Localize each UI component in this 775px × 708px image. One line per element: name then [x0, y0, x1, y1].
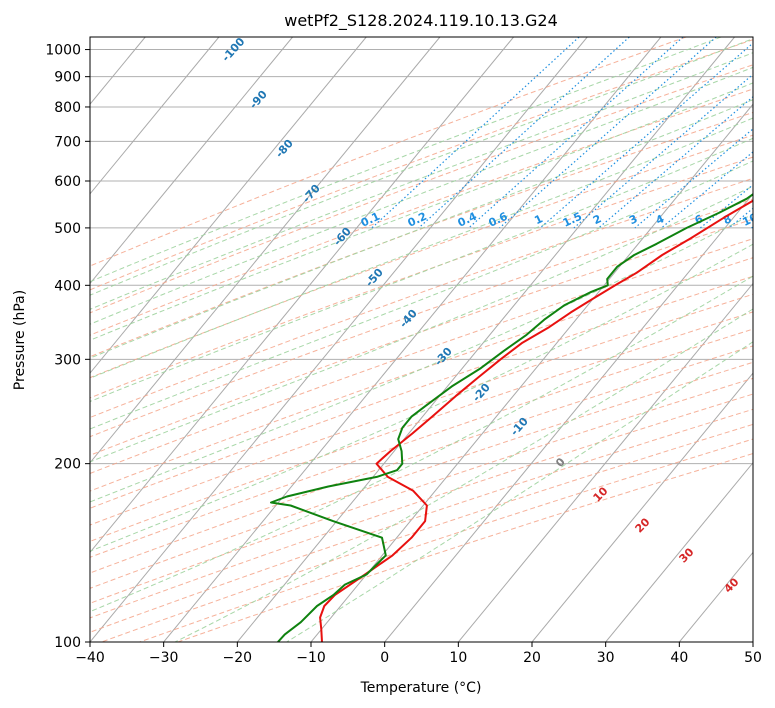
dry-adiabat-line: [90, 37, 687, 267]
skewed-isotherm-line: [90, 37, 367, 374]
x-tick-label: 0: [380, 650, 389, 666]
mixing-ratio-line: [539, 42, 753, 229]
dry-adiabat-line: [90, 345, 753, 574]
y-tick-label: 200: [54, 457, 81, 473]
x-tick-label: 50: [744, 650, 762, 666]
moist-adiabat-line: [90, 99, 753, 359]
x-tick-label: 30: [597, 650, 615, 666]
skewed-isotherm-line: [90, 37, 441, 464]
moist-adiabat-line: [90, 117, 753, 379]
background-lines: [90, 37, 753, 642]
skewed-isotherm-line: [163, 37, 662, 642]
plot-frame: [89, 36, 754, 643]
x-tick-label: 20: [523, 650, 541, 666]
mixing-ratio-line: [661, 151, 753, 229]
moist-adiabat-line: [90, 38, 753, 296]
moist-adiabat-line: [90, 137, 753, 403]
mixing-ratio-line: [499, 37, 717, 229]
y-tick-label: 700: [54, 134, 81, 150]
y-tick-label: 400: [54, 278, 81, 294]
skewed-isotherm-line: [605, 461, 753, 642]
skewed-isotherm-line: [531, 372, 753, 642]
moist-adiabat-line: [90, 160, 753, 430]
skewed-isotherm-line: [90, 37, 220, 195]
x-tick-label: −40: [75, 650, 105, 666]
chart-title: wetPf2_S128.2024.119.10.13.G24: [284, 11, 558, 31]
dry-adiabat-line: [90, 328, 753, 558]
x-tick-label: −30: [149, 650, 179, 666]
y-tick-label: 300: [54, 352, 81, 368]
skewed-isotherm-line: [90, 37, 588, 642]
skewed-isotherm-line: [236, 37, 735, 642]
skewed-isotherm-line: [457, 282, 753, 642]
x-axis: −40 −30 −20 −10 0 10 20 30 40 50: [75, 642, 762, 666]
skewed-isotherm-line: [384, 193, 753, 642]
x-tick-label: −10: [296, 650, 326, 666]
dry-adiabat-line: [90, 361, 753, 589]
plot-area: 0.10.20.40.611.52346810131620253036-100-…: [90, 37, 760, 642]
x-tick-label: 40: [670, 650, 688, 666]
mixing-ratio-line: [573, 73, 753, 229]
skewed-isotherm-line: [90, 37, 514, 554]
dry-adiabat-line: [90, 177, 753, 419]
y-tick-label: 1000: [45, 43, 81, 59]
mixing-ratio-line: [634, 128, 753, 229]
skewed-isotherm-line: [90, 37, 293, 285]
y-tick-label: 100: [54, 635, 81, 651]
mixing-ratio-line: [418, 37, 630, 229]
mixing-ratio-line: [371, 37, 580, 229]
dry-adiabat-line: [90, 134, 753, 379]
dewpoint-line: [270, 193, 753, 642]
x-tick-label: 10: [449, 650, 467, 666]
y-axis: 100 200 300 400 500 600 700 800 900 1000: [45, 43, 90, 651]
temperature-line: [319, 199, 753, 642]
y-tick-label: 800: [54, 100, 81, 116]
y-tick-label: 900: [54, 70, 81, 86]
x-tick-label: −20: [223, 650, 253, 666]
dry-adiabat-line: [90, 88, 753, 336]
moist-adiabat-line: [90, 213, 753, 503]
moist-adiabat-line: [90, 185, 753, 463]
moist-adiabat-line: [90, 52, 753, 310]
dry-adiabat-line: [90, 393, 753, 619]
y-tick-label: 500: [54, 221, 81, 237]
y-tick-label: 600: [54, 174, 81, 190]
series-group: [270, 193, 753, 642]
x-axis-title: Temperature (°C): [360, 680, 482, 696]
dry-adiabat-line: [90, 377, 753, 604]
y-axis-title: Pressure (hPa): [12, 290, 28, 390]
moist-adiabat-line: [174, 308, 753, 642]
mixing-ratio-label: 10: [740, 210, 760, 228]
